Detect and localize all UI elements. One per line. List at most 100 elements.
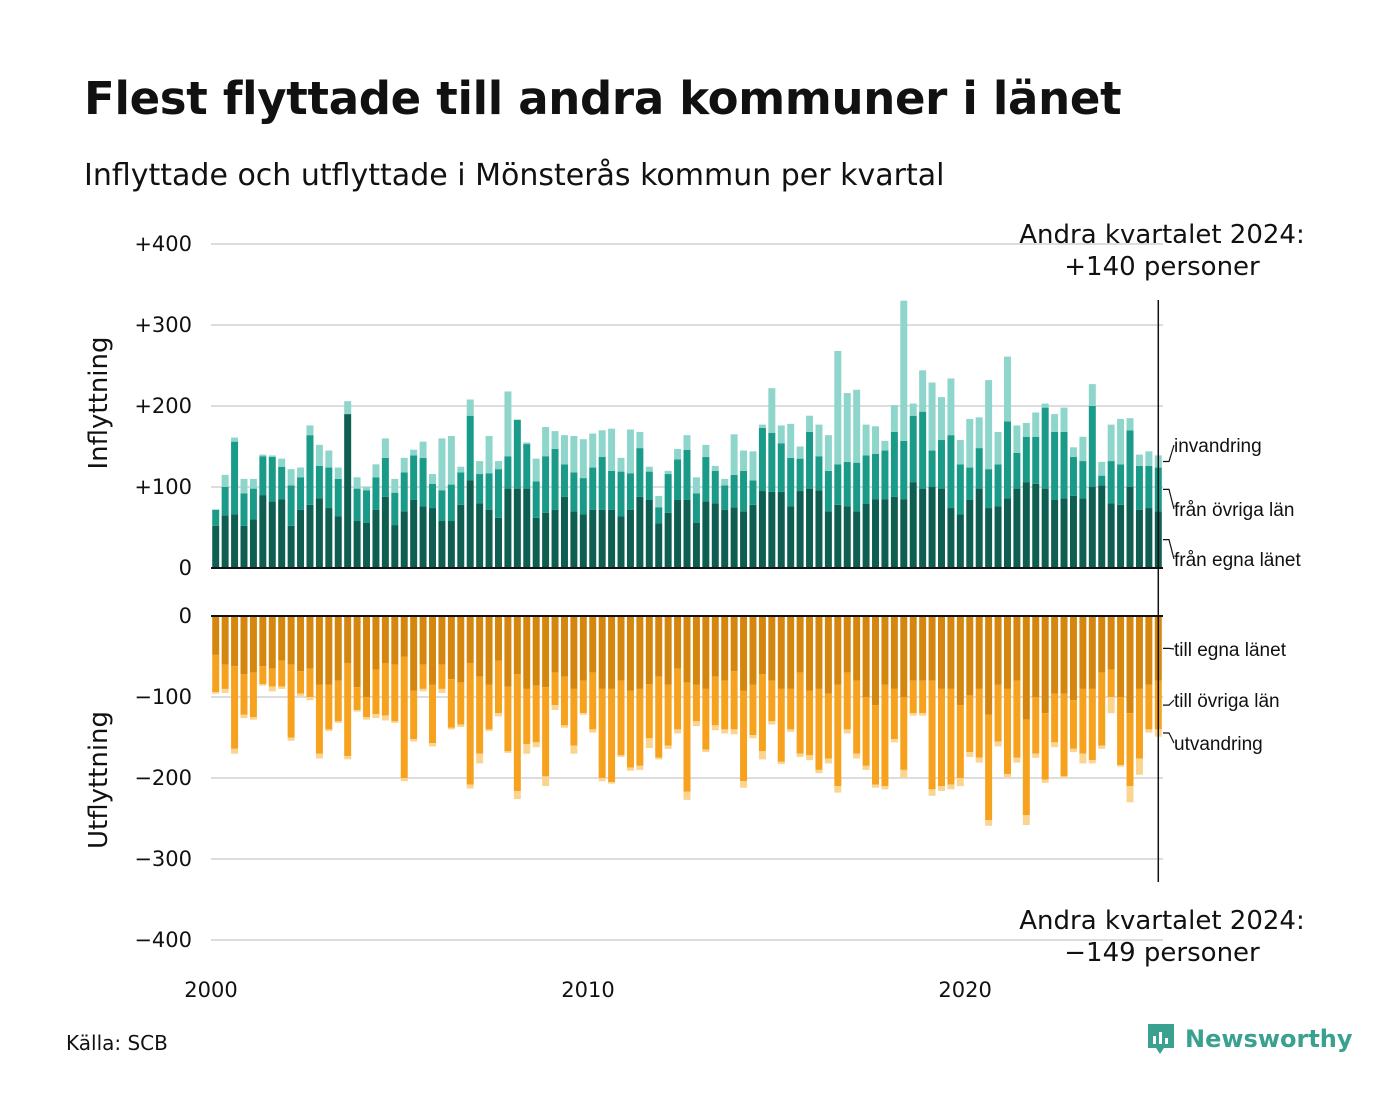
bar-in-2 <box>560 435 568 465</box>
bar-in-0 <box>890 496 898 568</box>
bar-in-0 <box>626 509 634 568</box>
bar-out-2 <box>334 721 342 723</box>
bar-in-1 <box>372 477 380 510</box>
bar-in-0 <box>334 516 342 568</box>
bar-in-0 <box>287 525 295 568</box>
bar-out-0 <box>692 616 700 685</box>
bar-in-1 <box>881 450 889 500</box>
bar-out-2 <box>740 781 748 788</box>
bar-in-0 <box>1088 487 1096 568</box>
bar-in-1 <box>325 467 333 509</box>
bar-in-2 <box>504 391 512 457</box>
bar-out-1 <box>1022 719 1030 816</box>
bar-out-2 <box>513 790 521 800</box>
bar-out-0 <box>259 616 267 667</box>
bar-out-2 <box>598 778 606 782</box>
newsworthy-logo-icon <box>1148 1024 1174 1054</box>
bar-out-2 <box>344 756 352 760</box>
bar-out-0 <box>504 616 512 687</box>
bar-in-0 <box>306 504 314 568</box>
bar-in-1 <box>872 453 880 500</box>
bar-out-0 <box>740 616 748 691</box>
bar-out-0 <box>683 616 691 683</box>
bar-in-1 <box>919 411 927 489</box>
bar-out-1 <box>683 682 691 792</box>
bar-out-1 <box>570 688 578 746</box>
bar-out-0 <box>315 616 323 685</box>
bar-in-2 <box>391 478 399 493</box>
bar-out-2 <box>702 749 710 753</box>
bar-in-2 <box>900 300 908 441</box>
bar-in-0 <box>1051 499 1059 568</box>
bar-out-1 <box>994 684 1002 742</box>
bar-out-0 <box>1117 616 1125 697</box>
xtick-label: 2010 <box>561 978 614 1002</box>
bar-out-2 <box>306 697 314 701</box>
bar-out-2 <box>768 721 776 725</box>
bar-in-0 <box>447 521 455 568</box>
bar-in-0 <box>278 499 286 568</box>
bar-in-2 <box>692 477 700 494</box>
bar-in-1 <box>589 467 597 510</box>
series-labels: invandring från övriga län från egna länet… <box>1163 436 1301 755</box>
bar-out-1 <box>711 676 719 726</box>
bar-out-1 <box>325 684 333 730</box>
bar-out-2 <box>1022 815 1030 825</box>
bar-in-2 <box>947 378 955 436</box>
bar-out-1 <box>589 672 597 730</box>
bar-out-2 <box>655 757 663 760</box>
source-note: Källa: SCB <box>66 1031 168 1055</box>
callout-bottom-line2: −149 personer <box>1064 938 1260 968</box>
bar-out-0 <box>1051 616 1059 694</box>
bar-in-1 <box>504 456 512 489</box>
bar-in-1 <box>560 464 568 497</box>
bar-out-0 <box>862 616 870 697</box>
bar-in-0 <box>466 480 474 568</box>
bar-out-2 <box>608 782 616 784</box>
bar-in-2 <box>758 424 766 428</box>
bar-out-1 <box>749 684 757 736</box>
bar-out-2 <box>278 686 286 689</box>
bar-out-2 <box>1003 773 1011 778</box>
newsworthy-logo[interactable]: Newsworthy <box>1146 1022 1353 1056</box>
bar-out-0 <box>532 616 540 686</box>
bar-out-1 <box>617 680 625 756</box>
bar-out-0 <box>1088 616 1096 689</box>
bars-inflyttning <box>212 300 1162 568</box>
bar-out-2 <box>975 757 983 763</box>
bar-out-1 <box>372 669 380 715</box>
bar-out-1 <box>429 684 436 744</box>
bar-out-1 <box>1098 672 1106 746</box>
bar-out-1 <box>297 671 305 694</box>
bar-out-1 <box>608 688 616 783</box>
bar-in-2 <box>1041 403 1049 408</box>
bar-in-0 <box>862 504 870 568</box>
bar-in-1 <box>334 478 342 517</box>
bar-out-2 <box>692 721 700 727</box>
ytick-label-top: 0 <box>179 556 192 580</box>
bar-out-1 <box>513 674 521 791</box>
bar-in-2 <box>1107 424 1115 462</box>
bar-out-2 <box>315 753 323 759</box>
bar-out-1 <box>636 688 644 766</box>
bar-in-2 <box>872 426 880 454</box>
ytick-label-top: +300 <box>134 313 192 337</box>
series-label-out: till egna länet <box>1174 640 1287 661</box>
bar-in-1 <box>636 448 644 497</box>
bar-out-1 <box>787 688 795 730</box>
series-label-out: till övriga län <box>1174 691 1280 712</box>
bar-in-2 <box>372 464 380 478</box>
bar-out-1 <box>466 662 474 785</box>
bar-out-2 <box>919 713 927 716</box>
bar-in-0 <box>419 506 427 568</box>
bar-out-0 <box>410 616 418 691</box>
bar-out-1 <box>740 690 748 782</box>
bar-out-0 <box>1126 616 1134 714</box>
bar-out-1 <box>692 684 700 722</box>
series-label-out: utvandring <box>1174 734 1263 755</box>
bar-in-1 <box>1032 436 1040 484</box>
bar-in-2 <box>1051 414 1059 432</box>
bar-in-1 <box>900 440 908 500</box>
bar-out-0 <box>966 616 974 696</box>
ylabel-bottom: Utflyttning <box>84 711 114 849</box>
